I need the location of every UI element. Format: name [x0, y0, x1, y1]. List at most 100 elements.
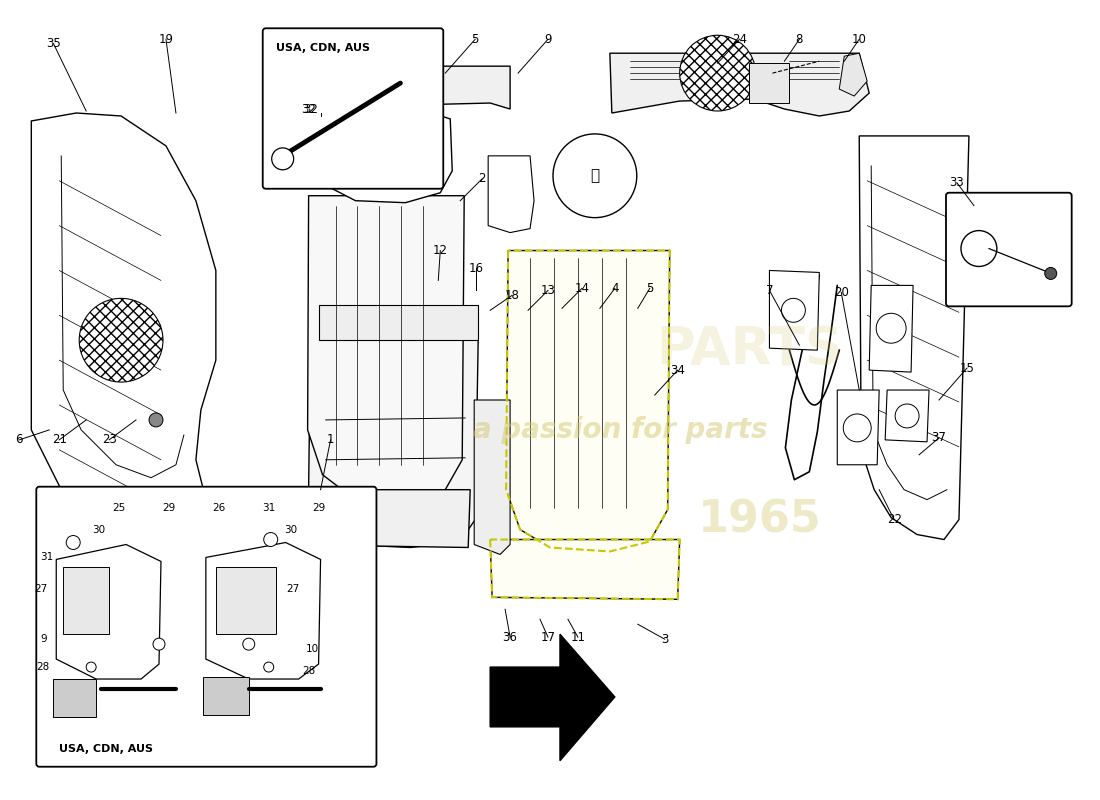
Text: 27: 27: [35, 584, 48, 594]
Text: 19: 19: [158, 33, 174, 46]
Text: 3: 3: [661, 633, 669, 646]
Text: 6: 6: [15, 434, 23, 446]
Polygon shape: [327, 108, 452, 202]
Text: 28: 28: [302, 666, 316, 676]
Polygon shape: [859, 136, 969, 539]
Text: 4: 4: [612, 282, 618, 295]
Polygon shape: [276, 490, 470, 547]
Text: a passion for parts: a passion for parts: [473, 416, 767, 444]
Text: 13: 13: [540, 284, 556, 297]
Polygon shape: [316, 71, 355, 109]
Polygon shape: [202, 677, 249, 715]
Text: 11: 11: [571, 630, 585, 644]
Polygon shape: [886, 390, 929, 442]
Text: 27: 27: [286, 584, 299, 594]
Text: 34: 34: [670, 364, 685, 377]
Text: 28: 28: [36, 662, 50, 672]
Polygon shape: [749, 63, 790, 103]
Text: PARTS: PARTS: [656, 324, 843, 376]
Polygon shape: [300, 66, 510, 121]
Circle shape: [243, 638, 255, 650]
Text: 32: 32: [304, 102, 318, 115]
Text: 29: 29: [312, 502, 326, 513]
Text: 9: 9: [544, 33, 552, 46]
Text: 9: 9: [40, 634, 46, 644]
Text: 35: 35: [46, 37, 60, 50]
Polygon shape: [156, 510, 211, 555]
Polygon shape: [216, 567, 276, 634]
Circle shape: [264, 662, 274, 672]
Polygon shape: [309, 302, 478, 547]
FancyBboxPatch shape: [263, 28, 443, 189]
Text: 33: 33: [949, 176, 965, 190]
Text: 29: 29: [163, 502, 176, 513]
Text: 32: 32: [301, 102, 316, 115]
Circle shape: [153, 638, 165, 650]
Polygon shape: [474, 400, 510, 554]
Text: 🐴: 🐴: [385, 151, 392, 161]
Polygon shape: [53, 679, 96, 717]
Circle shape: [264, 533, 277, 546]
Polygon shape: [869, 286, 913, 372]
Text: 5: 5: [646, 282, 653, 295]
Polygon shape: [308, 196, 464, 500]
Text: 37: 37: [932, 431, 946, 444]
Circle shape: [680, 35, 756, 111]
Polygon shape: [837, 390, 879, 465]
Text: 31: 31: [262, 502, 275, 513]
Circle shape: [66, 535, 80, 550]
Circle shape: [371, 138, 406, 174]
Text: 7: 7: [766, 284, 773, 297]
Text: 10: 10: [851, 33, 867, 46]
Polygon shape: [488, 156, 534, 233]
Circle shape: [781, 298, 805, 322]
Polygon shape: [319, 306, 478, 340]
Polygon shape: [491, 634, 615, 761]
Text: 26: 26: [212, 502, 226, 513]
Text: 14: 14: [574, 282, 590, 295]
Polygon shape: [375, 71, 416, 109]
Polygon shape: [839, 54, 867, 96]
Text: 21: 21: [52, 434, 67, 446]
Text: 12: 12: [432, 244, 448, 257]
Circle shape: [877, 314, 906, 343]
Circle shape: [86, 662, 96, 672]
Text: 36: 36: [503, 630, 517, 644]
Text: 1965: 1965: [697, 498, 822, 541]
Polygon shape: [56, 545, 161, 679]
Circle shape: [553, 134, 637, 218]
Text: 18: 18: [505, 289, 519, 302]
Circle shape: [895, 404, 920, 428]
Text: 15: 15: [959, 362, 975, 374]
Polygon shape: [63, 567, 109, 634]
Text: 1: 1: [327, 434, 334, 446]
Polygon shape: [206, 542, 320, 679]
Text: 30: 30: [92, 525, 106, 534]
Polygon shape: [491, 539, 680, 599]
Circle shape: [844, 414, 871, 442]
Text: 2: 2: [478, 172, 486, 186]
Text: 5: 5: [472, 33, 478, 46]
Circle shape: [79, 298, 163, 382]
Text: 🐴: 🐴: [591, 168, 600, 183]
Text: 30: 30: [284, 525, 297, 534]
Polygon shape: [769, 270, 820, 350]
Text: 24: 24: [732, 33, 747, 46]
Text: USA, CDN, AUS: USA, CDN, AUS: [276, 43, 370, 54]
Text: 31: 31: [41, 553, 54, 562]
Polygon shape: [506, 250, 670, 551]
Polygon shape: [609, 54, 869, 116]
Polygon shape: [31, 113, 216, 574]
Text: USA, CDN, AUS: USA, CDN, AUS: [59, 744, 153, 754]
Circle shape: [1045, 267, 1057, 279]
Text: 10: 10: [306, 644, 319, 654]
Text: 22: 22: [887, 513, 902, 526]
FancyBboxPatch shape: [946, 193, 1071, 306]
Text: 25: 25: [112, 502, 125, 513]
Text: 20: 20: [834, 286, 849, 299]
Text: 17: 17: [540, 630, 556, 644]
Text: 8: 8: [795, 33, 803, 46]
Circle shape: [148, 413, 163, 427]
Text: 23: 23: [101, 434, 117, 446]
FancyBboxPatch shape: [36, 486, 376, 766]
